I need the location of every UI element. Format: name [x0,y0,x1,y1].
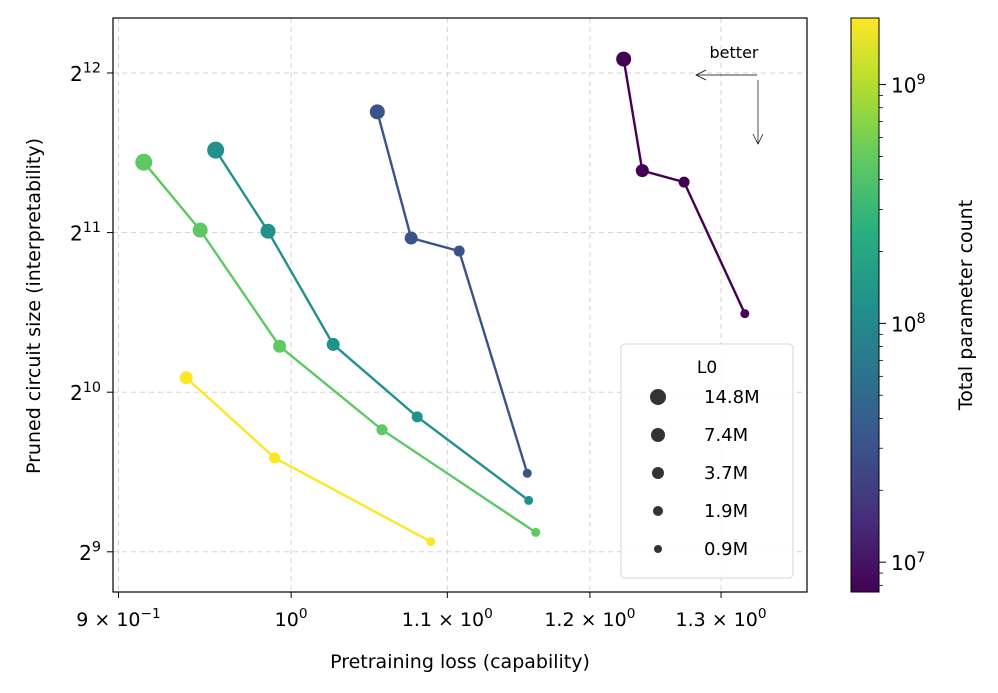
colorbar-tick-label-2: 109 [891,72,926,97]
better-arrowhead-left [695,69,707,81]
legend-label-0: 14.8M [704,387,760,408]
data-point [678,176,690,188]
data-point [192,222,208,238]
data-point [135,153,153,171]
data-point [179,371,193,385]
data-point [616,51,632,67]
data-point [635,164,649,178]
data-point [531,527,541,537]
legend: L0 14.8M 7.4M 3.7M 1.9M 0.9M [620,343,794,579]
data-point [411,411,423,423]
y-tick-label-1: 210 [70,380,101,405]
legend-label-4: 0.9M [704,539,748,560]
colorbar-gradient [850,17,880,593]
data-point [376,424,388,436]
data-point [426,537,436,547]
x-tick-label-4: 1.3 × 100 [676,606,767,631]
legend-box [620,343,794,579]
plot-frame [112,17,808,593]
legend-marker [651,428,665,442]
legend-marker [652,467,664,479]
y-tick-label-3: 212 [70,61,101,86]
data-point [453,245,465,257]
data-point [260,223,276,239]
legend-marker [654,545,662,553]
x-tick-label-2: 1.1 × 100 [402,606,493,631]
series-line-4 [185,376,432,543]
better-annotation: better [695,43,764,145]
legend-marker [653,506,663,516]
x-axis: 9 × 10−1 100 1.1 × 100 1.2 × 100 1.3 × 100 [76,592,767,631]
better-arrowhead-down [752,133,764,145]
colorbar-tick-label-0: 107 [891,550,926,575]
data-point [273,339,287,353]
data-point [524,495,534,505]
legend-marker [650,389,666,405]
data-point [740,309,750,319]
data-point [207,141,225,159]
x-tick-label-1: 100 [275,606,308,631]
series-line-0 [622,58,746,315]
data-point [326,337,340,351]
y-axis: 29 210 211 212 [70,61,113,565]
series-line-1 [376,111,529,474]
x-tick-label-0: 9 × 10−1 [76,606,160,631]
legend-label-3: 1.9M [704,501,748,522]
colorbar: 107 108 109 Total parameter count [850,17,977,593]
data-point [404,231,418,245]
x-tick-label-3: 1.2 × 100 [544,606,635,631]
colorbar-label: Total parameter count [955,200,977,411]
y-tick-label-0: 29 [79,539,101,564]
x-axis-label: Pretraining loss (capability) [330,651,590,673]
y-axis-label: Pruned circuit size (interpretability) [23,138,45,474]
data-point [269,452,281,464]
better-annotation-text: better [710,43,759,62]
legend-label-2: 3.7M [704,463,748,484]
data-point [369,104,385,120]
colorbar-tick-label-1: 108 [891,311,926,336]
series-layer [135,51,750,547]
y-tick-label-2: 211 [70,220,101,245]
legend-title: L0 [697,358,717,378]
data-point [522,468,532,478]
legend-label-1: 7.4M [704,425,748,446]
series-line-3 [142,161,537,534]
